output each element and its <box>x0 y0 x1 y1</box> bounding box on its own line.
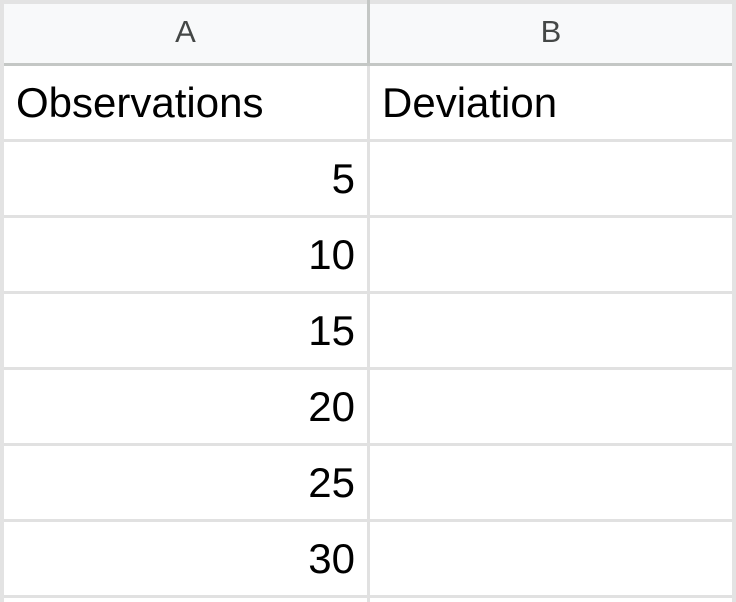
cell-b1[interactable]: Deviation <box>382 79 558 126</box>
cell-a4[interactable]: 15 <box>308 307 355 354</box>
cell-a7[interactable]: 30 <box>308 535 355 582</box>
grid-left-border <box>0 0 4 602</box>
cell-a5[interactable]: 20 <box>308 383 355 430</box>
cell-a6[interactable]: 25 <box>308 459 355 506</box>
cell-b7[interactable] <box>370 522 732 595</box>
column-header-a[interactable]: A <box>175 13 196 49</box>
column-divider-ab <box>367 0 370 602</box>
cell-b6[interactable] <box>370 446 732 519</box>
cell-b2[interactable] <box>370 142 732 215</box>
cell-b4[interactable] <box>370 294 732 367</box>
cell-b3[interactable] <box>370 218 732 291</box>
column-header-b[interactable]: B <box>540 13 562 49</box>
cell-a2[interactable]: 5 <box>331 155 355 202</box>
cell-b5[interactable] <box>370 370 732 443</box>
cell-a1[interactable]: Observations <box>16 79 264 126</box>
column-header-divider-ab[interactable] <box>367 0 370 66</box>
grid-right-border <box>732 0 736 602</box>
cell-a3[interactable]: 10 <box>308 231 355 278</box>
